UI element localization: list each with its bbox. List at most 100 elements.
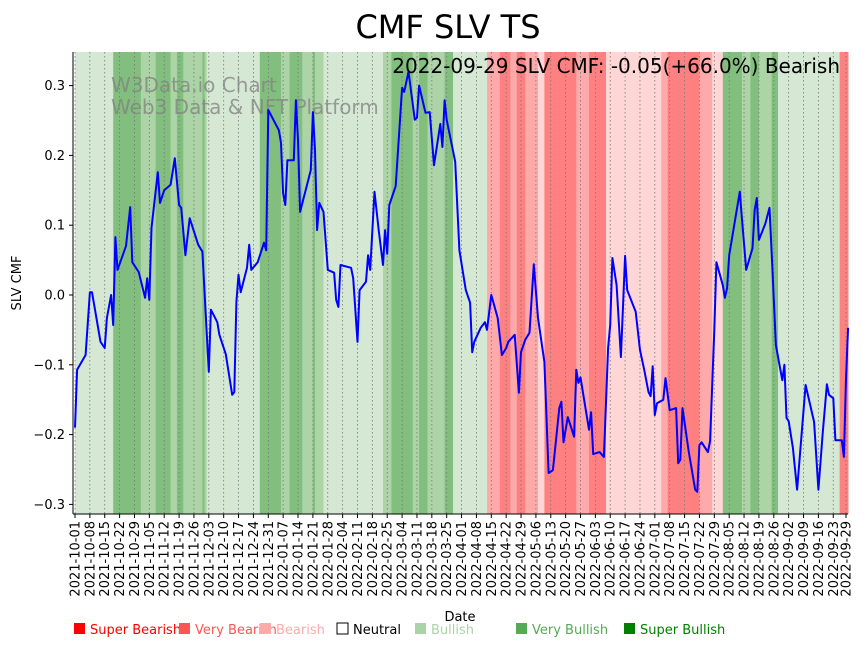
x-tick-label: 2022-04-08	[470, 521, 485, 597]
band-SB	[750, 52, 760, 514]
x-tick-label: 2022-06-03	[589, 521, 604, 597]
band-SB	[419, 52, 429, 514]
legend-item: Bearish	[260, 623, 325, 638]
x-tick-label: 2022-06-17	[619, 521, 634, 597]
legend-swatch	[415, 623, 426, 634]
y-tick-label: 0.0	[44, 289, 65, 304]
x-axis-ticks: 2021-10-01 2021-10-08 2021-10-15 2021-10-22…	[69, 514, 855, 597]
x-tick-label: 2022-04-29	[515, 521, 530, 597]
legend-item: Super Bullish	[624, 623, 725, 638]
x-tick-label: 2022-09-29	[840, 521, 855, 597]
band-SBe	[544, 52, 577, 514]
x-tick-label: 2022-03-18	[425, 521, 440, 597]
cmf-line	[74, 70, 850, 493]
band-VB	[302, 52, 314, 514]
band-VB	[281, 52, 291, 514]
x-tick-label: 2022-03-04	[396, 521, 411, 597]
band-Be	[538, 52, 545, 514]
y-tick-label: 0.2	[44, 149, 65, 164]
band-SB	[722, 52, 743, 514]
latest-value-annotation: 2022-09-29 SLV CMF: -0.05(+66.0%) Bearis…	[392, 54, 840, 78]
x-tick-label: 2022-08-05	[723, 521, 738, 597]
band-VB	[741, 52, 751, 514]
x-tick-label: 2022-06-24	[633, 521, 648, 597]
band-B	[206, 52, 261, 514]
band-SB	[155, 52, 172, 514]
watermark: W3Data.io Chart Web3 Data & NFT Platform	[111, 73, 379, 119]
legend-swatch	[74, 623, 85, 634]
x-tick-label: 2021-10-08	[83, 521, 98, 597]
x-tick-label: 2021-11-05	[143, 521, 158, 597]
x-tick-label: 2021-11-26	[187, 521, 202, 597]
x-tick-label: 2022-04-01	[455, 521, 470, 597]
y-tick-label: −0.3	[33, 498, 65, 513]
x-tick-label: 2022-01-14	[292, 521, 307, 597]
x-tick-label: 2022-07-29	[708, 521, 723, 597]
band-SB	[113, 52, 142, 514]
band-SB	[259, 52, 282, 514]
x-tick-label: 2022-04-15	[485, 521, 500, 597]
y-tick-label: −0.1	[33, 358, 65, 373]
x-tick-label: 2022-05-20	[559, 521, 574, 597]
x-tick-label: 2022-09-09	[797, 521, 812, 597]
band-VBe	[699, 52, 713, 514]
x-tick-label: 2022-07-22	[693, 521, 708, 597]
legend-label: Bullish	[431, 623, 474, 638]
band-VB	[315, 52, 325, 514]
x-tick-label: 2022-02-04	[336, 521, 351, 597]
y-axis-ticks: 0.3 0.2 0.1 0.0 −0.1 −0.2 −0.3	[33, 79, 73, 513]
x-tick-label: 2022-09-23	[827, 521, 842, 597]
legend-label: Bearish	[276, 623, 325, 638]
band-SBe	[499, 52, 511, 514]
legend-swatch	[516, 623, 527, 634]
band-VB	[427, 52, 446, 514]
watermark-line-2: Web3 Data & NFT Platform	[111, 95, 379, 119]
x-axis-label: Date	[444, 610, 475, 625]
x-tick-label: 2022-07-08	[663, 521, 678, 597]
x-tick-label: 2022-07-15	[678, 521, 693, 597]
x-tick-label: 2021-10-29	[128, 521, 143, 597]
band-SB	[176, 52, 184, 514]
legend-swatch	[336, 622, 349, 635]
x-tick-label: 2022-05-27	[574, 521, 589, 597]
band-SBe	[667, 52, 700, 514]
band-VB	[170, 52, 178, 514]
x-tick-label: 2022-08-26	[767, 521, 782, 597]
y-axis-label: SLV CMF	[10, 256, 25, 311]
band-VBe	[510, 52, 518, 514]
legend: Super Bearish Very Bearish Bearish Neutral B…	[74, 622, 725, 638]
legend-label: Neutral	[353, 623, 401, 638]
x-tick-label: 2022-02-25	[381, 521, 396, 597]
legend-swatch	[179, 623, 190, 634]
x-tick-label: 2021-12-10	[217, 521, 232, 597]
grid-lines	[74, 52, 847, 514]
band-SB	[771, 52, 779, 514]
band-SB	[444, 52, 454, 514]
band-VB	[412, 52, 420, 514]
band-SBe	[589, 52, 607, 514]
legend-label: Very Bearish	[195, 623, 277, 638]
x-tick-label: 2022-05-13	[544, 521, 559, 597]
x-tick-label: 2022-01-21	[306, 521, 321, 597]
band-Be	[605, 52, 662, 514]
x-tick-label: 2021-12-24	[247, 521, 262, 597]
band-VBe	[487, 52, 501, 514]
legend-label: Very Bullish	[532, 623, 608, 638]
band-B	[453, 52, 488, 514]
band-VBe	[661, 52, 669, 514]
x-tick-label: 2021-10-01	[69, 521, 84, 597]
x-tick-label: 2022-04-22	[500, 521, 515, 597]
band-SBe	[839, 52, 849, 514]
x-tick-label: 2022-09-02	[782, 521, 797, 597]
x-tick-label: 2021-12-17	[232, 521, 247, 597]
x-tick-label: 2022-06-10	[604, 521, 619, 597]
x-tick-label: 2021-12-31	[262, 521, 277, 597]
band-VB	[183, 52, 203, 514]
x-tick-label: 2022-05-06	[529, 521, 544, 597]
band-SBe	[516, 52, 526, 514]
x-tick-label: 2022-01-07	[277, 521, 292, 597]
x-tick-label: 2022-08-19	[752, 521, 767, 597]
legend-item: Bullish	[415, 623, 474, 638]
legend-swatch	[260, 623, 271, 634]
